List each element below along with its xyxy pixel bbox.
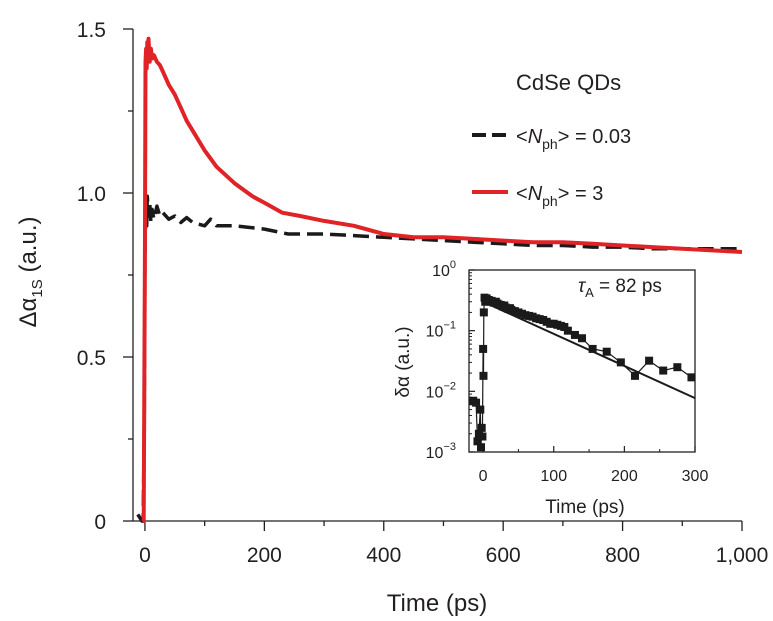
inset-data-point bbox=[578, 334, 586, 343]
inset-x-tick-label: 100 bbox=[540, 468, 567, 485]
legend-low-sub: ph bbox=[542, 136, 558, 152]
main-y-label-unit: (a.u.) bbox=[15, 217, 42, 280]
inset-y-tick-label: 10−1 bbox=[426, 320, 456, 341]
inset-data-point bbox=[630, 371, 639, 380]
main-x-ticks: 0 200 400 600 800 1,000 bbox=[139, 521, 768, 567]
inset-series-group bbox=[469, 293, 696, 452]
main-y-ticks: 0 0.5 1.0 1.5 bbox=[77, 19, 133, 534]
main-chart: 00.51.01.5 0 200 400 600 800 1,000 Time (ps) … bbox=[15, 19, 768, 617]
inset-data-point bbox=[478, 432, 487, 441]
inset-data-point bbox=[472, 398, 481, 407]
inset-data-point bbox=[588, 344, 597, 353]
tau-subscript: A bbox=[585, 285, 594, 300]
inset-y-tick-exponent: 0 bbox=[450, 259, 456, 271]
inset-data-point bbox=[563, 326, 572, 335]
legend-low-value: > = 0.03 bbox=[558, 126, 631, 148]
inset-data-point bbox=[659, 366, 668, 375]
main-y-tick-label: 0.5 bbox=[77, 347, 106, 370]
legend-low-open: < bbox=[516, 126, 528, 148]
legend-entry-high: <Nph> = 3 bbox=[516, 183, 603, 209]
series-line-nph-3 bbox=[141, 36, 743, 523]
inset-y-axis-label: δα (a.u.) bbox=[393, 326, 414, 397]
main-y-tick-label: 1.0 bbox=[77, 183, 106, 206]
inset-y-tick-base: 10 bbox=[432, 263, 450, 280]
inset-y-tick-label: 10−2 bbox=[426, 380, 456, 401]
inset-data-point bbox=[602, 347, 611, 356]
inset-data-point bbox=[477, 423, 486, 432]
main-x-tick-label: 0 bbox=[139, 544, 151, 567]
inset-data-point bbox=[616, 358, 625, 367]
inset-y-tick-exponent: −3 bbox=[443, 441, 456, 453]
main-x-axis-label: Time (ps) bbox=[387, 590, 487, 617]
inset-data-point bbox=[479, 308, 488, 317]
legend-high-n: N bbox=[528, 183, 543, 205]
main-x-tick-label: 200 bbox=[247, 544, 282, 567]
inset-data-point bbox=[479, 371, 488, 380]
legend-low-n: N bbox=[528, 126, 543, 148]
legend-high-sub: ph bbox=[542, 193, 558, 209]
legend: CdSe QDs <Nph> = 0.03 <Nph> = 3 bbox=[472, 70, 631, 209]
main-y-label-symbol: Δα bbox=[15, 297, 42, 327]
inset-y-tick-base: 10 bbox=[426, 384, 444, 401]
main-x-tick-label: 1,000 bbox=[716, 544, 769, 567]
main-y-axis-label: Δα1S (a.u.) bbox=[15, 217, 46, 328]
inset-x-tick-label: 200 bbox=[611, 468, 638, 485]
inset-tau-annotation: τA = 82 ps bbox=[578, 276, 662, 300]
inset-y-tick-label: 10−3 bbox=[426, 441, 456, 462]
inset-frame bbox=[468, 269, 696, 453]
inset-y-tick-base: 10 bbox=[426, 324, 444, 341]
inset-x-tick-label: 0 bbox=[479, 468, 488, 485]
inset-data-point bbox=[479, 344, 488, 353]
main-y-label-subscript: 1S bbox=[29, 279, 46, 297]
tau-value: = 82 ps bbox=[594, 276, 662, 297]
inset-x-tick-label: 300 bbox=[682, 468, 709, 485]
legend-high-value: > = 3 bbox=[558, 183, 604, 205]
main-x-tick-label: 400 bbox=[366, 544, 401, 567]
inset-data-point bbox=[476, 405, 485, 414]
main-series-group bbox=[136, 36, 743, 523]
inset-y-tick-label: 100 bbox=[432, 259, 456, 280]
legend-entry-low: <Nph> = 0.03 bbox=[516, 126, 631, 152]
inset-y-tick-base: 10 bbox=[426, 445, 444, 462]
inset-x-axis-label: Time (ps) bbox=[545, 497, 625, 518]
inset-data-point bbox=[645, 356, 654, 365]
main-y-tick-label: 1.5 bbox=[77, 19, 106, 42]
main-x-tick-label: 800 bbox=[605, 544, 640, 567]
main-x-tick-label: 600 bbox=[486, 544, 521, 567]
main-y-tick-label: 0 bbox=[94, 511, 106, 534]
inset-data-point bbox=[687, 373, 696, 382]
legend-title: CdSe QDs bbox=[516, 70, 621, 95]
inset-data-point bbox=[477, 443, 486, 452]
inset-data-point bbox=[570, 330, 579, 339]
inset-x-ticks: 0 100 200 300 bbox=[479, 446, 709, 485]
legend-high-open: < bbox=[516, 183, 528, 205]
inset-data-point bbox=[673, 363, 682, 372]
inset-data-point bbox=[473, 437, 482, 446]
inset-y-tick-exponent: −2 bbox=[443, 380, 456, 392]
inset-y-tick-exponent: −1 bbox=[443, 320, 456, 332]
tau-symbol: τ bbox=[578, 276, 587, 297]
